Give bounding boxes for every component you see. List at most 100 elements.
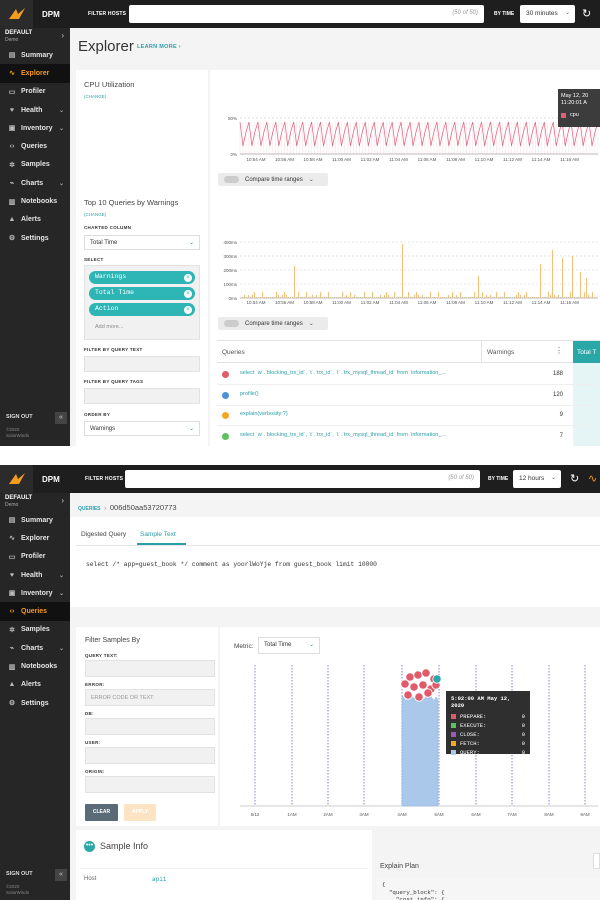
sidebar-item-alerts[interactable]: ▲ Alerts	[0, 211, 70, 229]
warnings-bar	[516, 295, 517, 298]
sidebar-item-profiler[interactable]: ▭ Profiler	[0, 83, 70, 101]
compare-time-ranges-button[interactable]: Compare time ranges ⌄	[218, 173, 328, 186]
learn-more-link[interactable]: LEARN MORE ›	[137, 44, 181, 50]
nav-label: Explorer	[21, 69, 50, 77]
select-columns-box[interactable]: Warnings × Total Time × Action × Add more..…	[84, 265, 200, 340]
cpu-change-link[interactable]: (CHANGE)	[84, 94, 107, 99]
sidebar-item-profiler[interactable]: ▭ Profiler	[0, 548, 70, 566]
table-row[interactable]: profile() 120	[217, 385, 597, 406]
collapse-sidebar-icon[interactable]: «	[55, 412, 67, 424]
sample-point	[423, 688, 433, 698]
order-by-select[interactable]: Warnings ⌄	[84, 421, 200, 436]
context-switcher[interactable]: DEFAULT Demo ›	[0, 28, 70, 46]
solarwinds-logo[interactable]	[0, 465, 33, 493]
host-value[interactable]: api1	[152, 876, 167, 883]
query-link[interactable]: select `w`.`blocking_trx_id`, `t`.`trx_i…	[240, 370, 446, 376]
table-row[interactable]: select `w`.`blocking_trx_id`, `t`.`trx_i…	[217, 364, 597, 385]
tooltip-label: QUERY:	[460, 749, 480, 756]
activity-icon[interactable]: ∿	[588, 473, 598, 485]
apply-button[interactable]: APPLY	[124, 804, 156, 821]
top-change-link[interactable]: (CHANGE)	[84, 212, 107, 217]
charted-column-select[interactable]: Total Time ⌄	[84, 235, 200, 250]
time-range-select[interactable]: 30 minutes ⌄	[520, 5, 575, 23]
query-link[interactable]: explain(verbosity:?)	[240, 411, 288, 417]
sidebar-item-samples[interactable]: ✲ Samples	[0, 621, 70, 639]
column-warnings[interactable]: Warnings	[487, 349, 515, 356]
x-tick-label: 11:10 AM	[475, 157, 494, 162]
sidebar-item-queries[interactable]: ‹› Queries	[0, 602, 70, 621]
tab-sample-text[interactable]: Sample Text	[140, 531, 176, 538]
refresh-icon[interactable]: ↻	[570, 473, 580, 485]
more-icon[interactable]: •••	[84, 841, 95, 852]
column-queries[interactable]: Queries	[222, 349, 245, 356]
sidebar-item-notebooks[interactable]: ▥ Notebooks	[0, 192, 70, 210]
samples-icon: ✲	[9, 161, 15, 169]
sidebar-item-charts[interactable]: ⌁ Charts ⌄	[0, 174, 70, 192]
context-switcher[interactable]: DEFAULT Demo ›	[0, 493, 70, 511]
warnings-bar	[490, 295, 491, 298]
pill-total-time[interactable]: Total Time ×	[89, 287, 195, 300]
sample-point	[400, 679, 410, 689]
pill-warnings[interactable]: Warnings ×	[89, 271, 195, 284]
sidebar-item-charts[interactable]: ⌁ Charts ⌄	[0, 639, 70, 657]
sidebar-item-samples[interactable]: ✲ Samples	[0, 156, 70, 174]
table-row[interactable]: explain(verbosity:?) 9	[217, 405, 597, 426]
query-text-panel: Digested Query Sample Text select /* app…	[70, 517, 600, 607]
pulse-icon: ∿	[9, 535, 15, 543]
filter-query-tags-input[interactable]	[84, 388, 200, 404]
sidebar-item-health[interactable]: ♥ Health ⌄	[0, 101, 70, 119]
sidebar-item-explorer[interactable]: ∿ Explorer	[0, 529, 70, 547]
error-input[interactable]: ERROR CODE OR TEXT	[85, 689, 215, 706]
refresh-icon[interactable]: ↻	[582, 8, 592, 20]
clear-button[interactable]: CLEAR	[85, 804, 118, 821]
remove-icon[interactable]: ×	[184, 306, 192, 314]
tooltip-row: PREPARE: 0	[451, 712, 525, 721]
sidebar-item-health[interactable]: ♥ Health ⌄	[0, 566, 70, 584]
remove-icon[interactable]: ×	[184, 290, 192, 298]
remove-icon[interactable]: ×	[184, 274, 192, 282]
metric-select[interactable]: Total Time ⌄	[258, 637, 320, 654]
solarwinds-logo[interactable]	[0, 0, 33, 28]
selected-sample-point	[432, 674, 442, 684]
add-more-input[interactable]: Add more...	[95, 324, 124, 330]
sidebar-item-inventory[interactable]: ▣ Inventory ⌄	[0, 119, 70, 137]
table-row[interactable]: select `w`.`blocking_trx_id`, `t`.`trx_i…	[217, 426, 597, 446]
filter-query-text-input[interactable]	[84, 356, 200, 372]
origin-input[interactable]	[85, 776, 215, 793]
sidebar-item-alerts[interactable]: ▲ Alerts	[0, 676, 70, 694]
sidebar-item-settings[interactable]: ⚙ Settings	[0, 229, 70, 247]
pill-action[interactable]: Action ×	[89, 303, 195, 316]
query-link[interactable]: select `w`.`blocking_trx_id`, `t`.`trx_i…	[240, 431, 446, 438]
column-total-time[interactable]: Total T	[573, 341, 600, 363]
query-link[interactable]: profile()	[240, 390, 259, 397]
sidebar-item-notebooks[interactable]: ▥ Notebooks	[0, 657, 70, 675]
breadcrumb-queries-link[interactable]: QUERIES	[78, 506, 101, 512]
tab-digested-query[interactable]: Digested Query	[81, 531, 127, 538]
sidebar-item-inventory[interactable]: ▣ Inventory ⌄	[0, 584, 70, 602]
query-text-input[interactable]	[85, 660, 215, 677]
explain-format-button[interactable]	[593, 853, 600, 869]
more-options-icon[interactable]: ⋮	[555, 346, 563, 355]
sidebar-item-queries[interactable]: ‹› Queries	[0, 137, 70, 155]
db-input[interactable]	[85, 718, 215, 735]
filter-hosts-input[interactable]: (50 of 50)	[129, 5, 484, 23]
user-input[interactable]	[85, 747, 215, 764]
metric-label: Metric:	[234, 643, 254, 650]
sidebar-item-summary[interactable]: ▤ Summary	[0, 511, 70, 529]
collapse-sidebar-icon[interactable]: «	[55, 869, 67, 881]
sign-out-link[interactable]: SIGN OUT	[6, 414, 33, 420]
sign-out-link[interactable]: SIGN OUT	[6, 871, 33, 877]
sidebar-item-explorer[interactable]: ∿ Explorer	[0, 64, 70, 83]
filter-hosts-input[interactable]: (50 of 50)	[125, 470, 480, 488]
y-tick-label: 0ms	[228, 296, 237, 301]
sidebar-item-settings[interactable]: ⚙ Settings	[0, 694, 70, 712]
compare-time-ranges-button[interactable]: Compare time ranges ⌄	[218, 317, 328, 330]
warnings-bar	[518, 292, 519, 298]
warnings-bar	[294, 266, 295, 298]
time-range-select[interactable]: 12 hours ⌄	[513, 470, 561, 488]
warnings-bar	[418, 295, 419, 298]
x-tick-label: 10:56 AM	[275, 300, 294, 305]
warnings-bar	[402, 244, 403, 298]
x-tick-label: 11:02 AM	[361, 300, 380, 305]
sidebar-item-summary[interactable]: ▤ Summary	[0, 46, 70, 64]
